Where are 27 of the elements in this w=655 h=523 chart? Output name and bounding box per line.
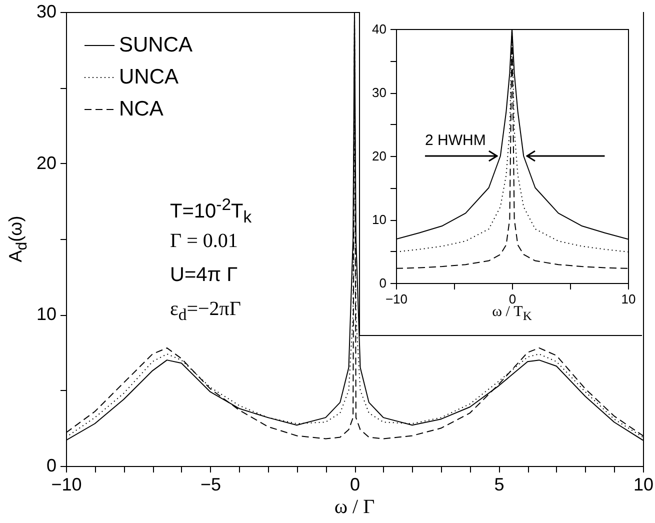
y-tick-label: 10 — [36, 304, 56, 324]
y-tick-label: 10 — [372, 212, 386, 227]
y-tick-label: 20 — [372, 148, 386, 164]
x-tick-label: 10 — [633, 474, 654, 494]
legend-label: NCA — [119, 98, 164, 120]
x-tick-label: −10 — [385, 292, 408, 306]
y-tick-label: 30 — [36, 2, 56, 22]
annotation: T=10$^{-2}$T$_{k}$ — [170, 195, 252, 227]
annotation: 2 HWHM — [425, 132, 486, 149]
x-tick-label: 10 — [621, 292, 636, 306]
x-axis-title: ω / T$_{K}$ — [492, 304, 532, 324]
x-tick-label: 0 — [508, 292, 516, 306]
legend-label: SUNCA — [119, 34, 193, 56]
y-tick-label: 0 — [379, 276, 386, 290]
x-tick-label: −5 — [200, 474, 222, 494]
legend-label: UNCA — [119, 66, 179, 88]
annotation: ε$_{d}$=−2πΓ — [170, 298, 241, 324]
x-axis-title: ω / Γ — [334, 496, 375, 518]
x-tick-label: 0 — [350, 474, 360, 494]
annotation: Γ = 0.01 — [170, 230, 238, 252]
y-tick-label: 40 — [372, 22, 386, 36]
y-tick-label: 30 — [372, 85, 386, 100]
annotation: U=4π Γ — [170, 264, 238, 286]
x-tick-label: −10 — [51, 474, 82, 494]
y-tick-label: 20 — [36, 152, 56, 173]
x-tick-label: 5 — [494, 474, 504, 494]
y-tick-label: 0 — [46, 456, 56, 476]
